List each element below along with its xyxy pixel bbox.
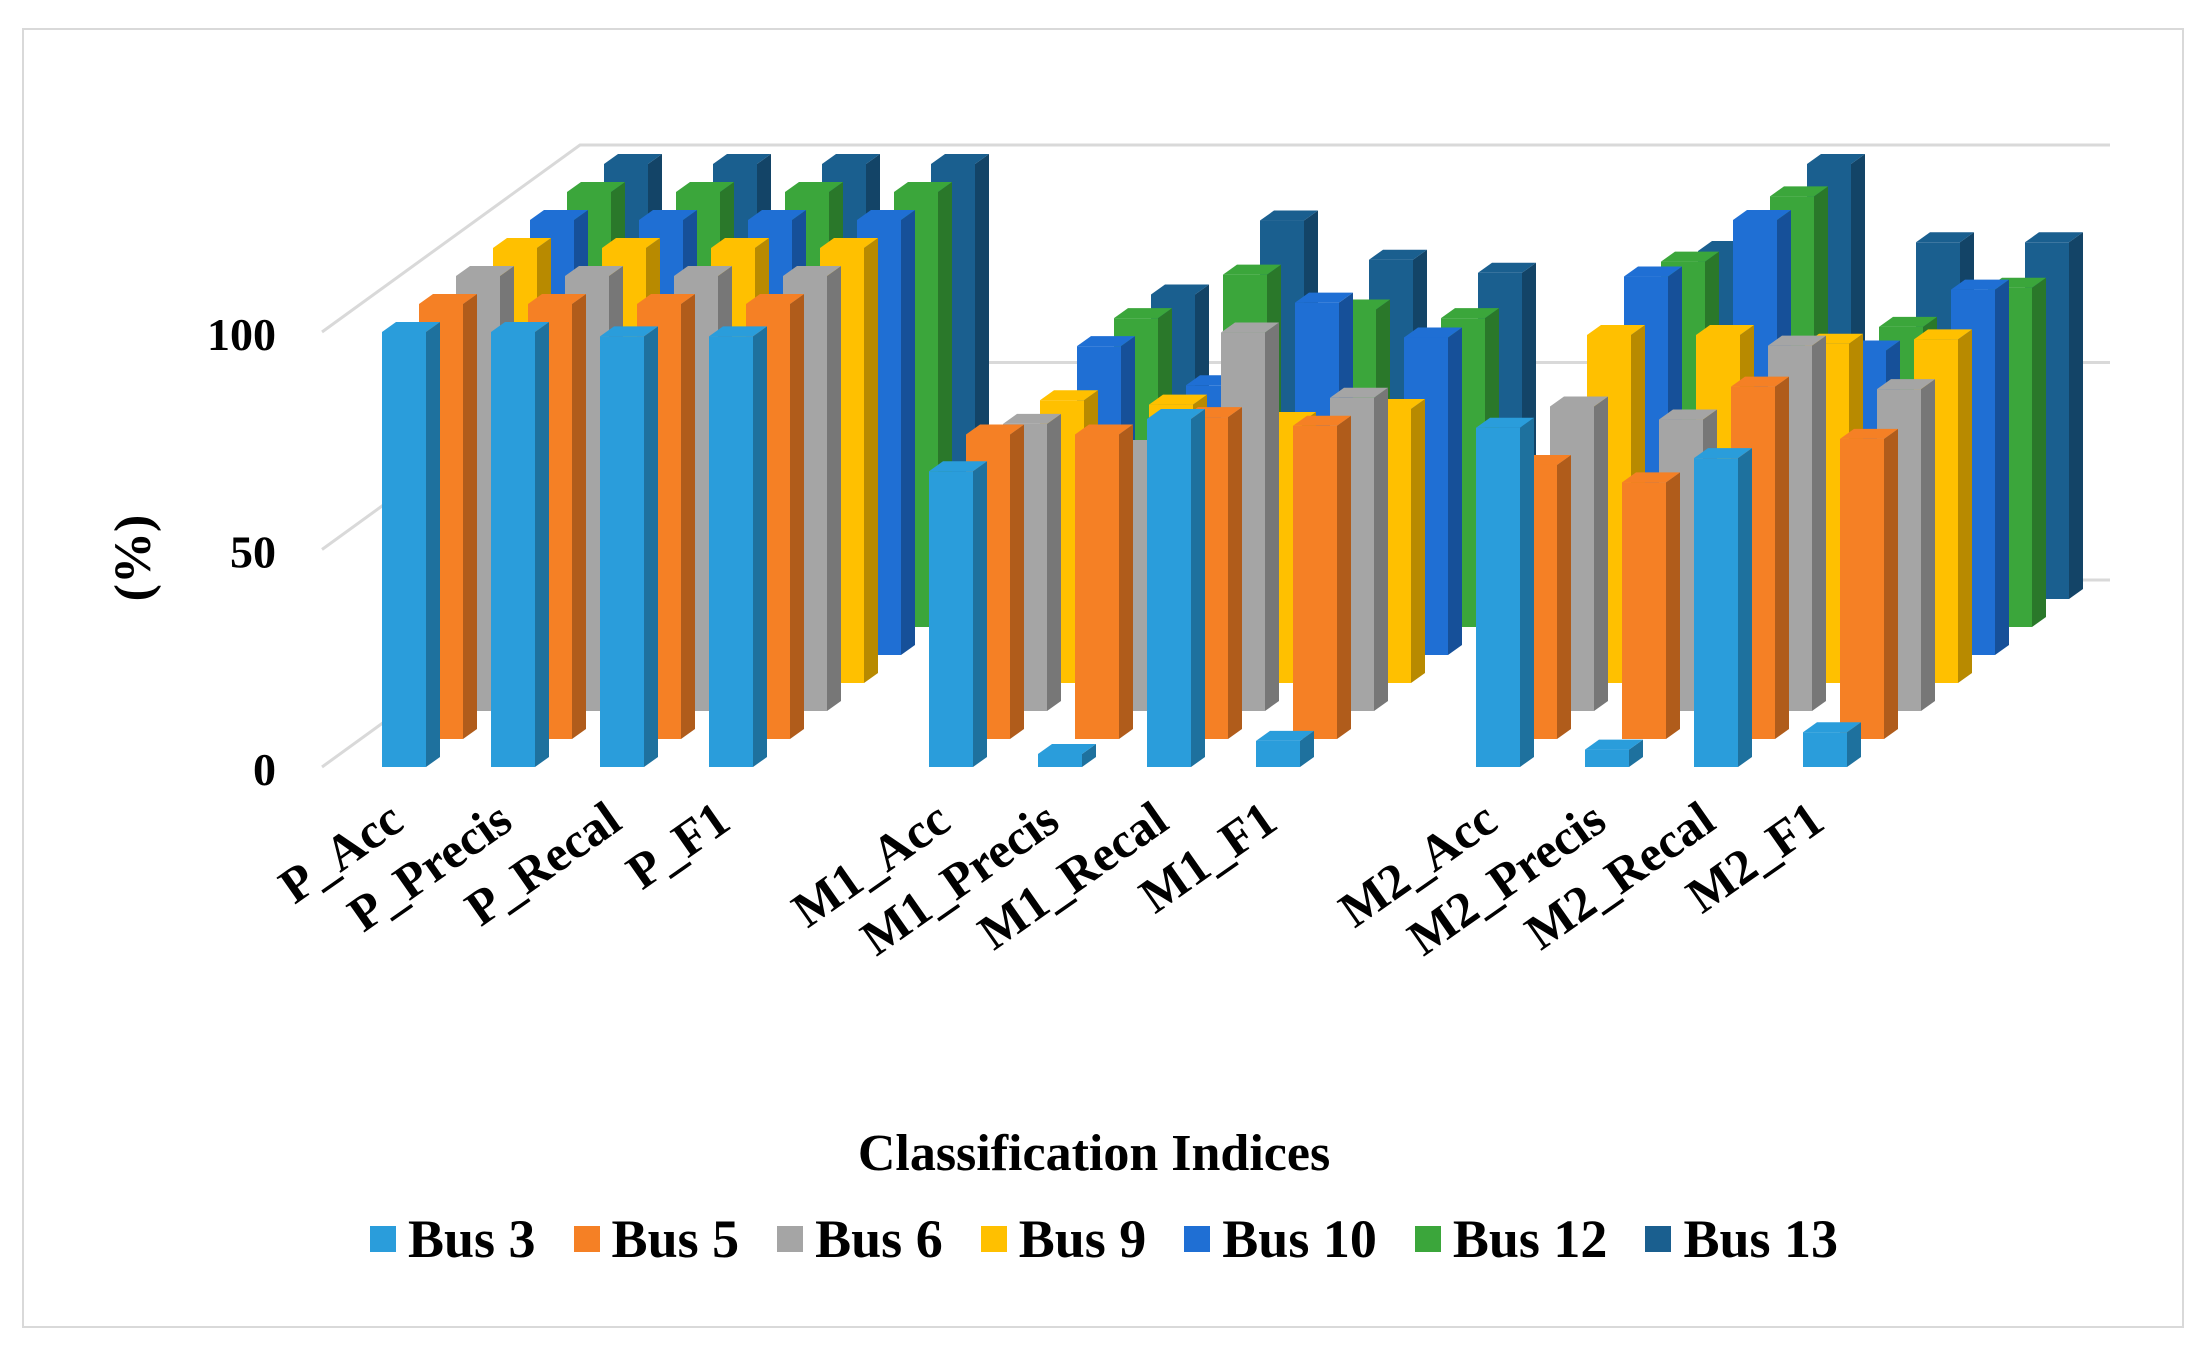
bar-bus-3-m2-acc [1476, 417, 1534, 767]
bar-bus-3-m1-acc [929, 461, 987, 767]
legend-item-bus-13: Bus 13 [1645, 1208, 1838, 1270]
bar-bus-3-p-precis [491, 322, 549, 767]
legend-swatch [1414, 1226, 1441, 1252]
y-tick-100: 100 [207, 309, 276, 360]
bar-bus-3-m1-f1 [1256, 730, 1314, 767]
bar-bus-3-p-acc [382, 322, 440, 767]
bar-bus-3-m1-precis [1038, 743, 1096, 767]
y-tick-0: 0 [253, 744, 276, 795]
y-tick-labels: 0 50 100 [207, 309, 276, 795]
legend-label: Bus 3 [407, 1209, 536, 1269]
legend-swatch [1645, 1226, 1672, 1252]
legend-swatch [777, 1226, 804, 1252]
bar-bus-5-m2-f1 [1840, 428, 1898, 739]
bars [382, 154, 2083, 767]
legend-label: Bus 12 [1452, 1209, 1608, 1269]
legend-label: Bus 5 [611, 1209, 740, 1269]
legend-label: Bus 6 [815, 1209, 943, 1269]
legend-swatch [573, 1226, 600, 1252]
legend-label: Bus 10 [1222, 1209, 1377, 1269]
legend: Bus 3 Bus 5 Bus 6 Bus 9 Bus 10 Bus 12 Bus 13 [0, 1204, 2208, 1274]
legend-item-bus-6: Bus 6 [777, 1208, 943, 1270]
bar-bus-3-p-recal [600, 326, 658, 767]
bar-bus-3-m2-recal [1694, 448, 1752, 767]
legend-label: Bus 13 [1683, 1209, 1839, 1269]
bar-bus-10-m1-f1 [1404, 327, 1462, 655]
legend-item-bus-5: Bus 5 [573, 1208, 740, 1270]
bar-bus-3-m1-recal [1147, 409, 1205, 767]
gridline-100 [321, 143, 2110, 334]
bar-bus-5-m2-precis [1622, 472, 1680, 739]
bar-bus-5-m1-f1 [1293, 415, 1351, 739]
legend-item-bus-12: Bus 12 [1414, 1208, 1608, 1270]
y-axis-label: (%) [105, 515, 162, 602]
x-axis-label: Classification Indices [858, 1125, 1330, 1182]
x-tick-p-f1: P_F1 [616, 790, 739, 900]
bar-bus-5-m1-precis [1075, 424, 1133, 739]
legend-swatch [1184, 1226, 1211, 1252]
bar-bus-3-p-f1 [709, 326, 767, 767]
legend-item-bus-10: Bus 10 [1184, 1208, 1377, 1270]
legend-label: Bus 9 [1018, 1209, 1147, 1269]
y-tick-50: 50 [230, 527, 276, 578]
bar-bus-3-m2-f1 [1803, 722, 1861, 767]
legend-item-bus-3: Bus 3 [369, 1208, 536, 1270]
legend-swatch [369, 1226, 396, 1252]
bar-bus-3-m2-precis [1585, 739, 1643, 767]
legend-item-bus-9: Bus 9 [980, 1208, 1147, 1270]
legend-swatch [980, 1226, 1007, 1252]
